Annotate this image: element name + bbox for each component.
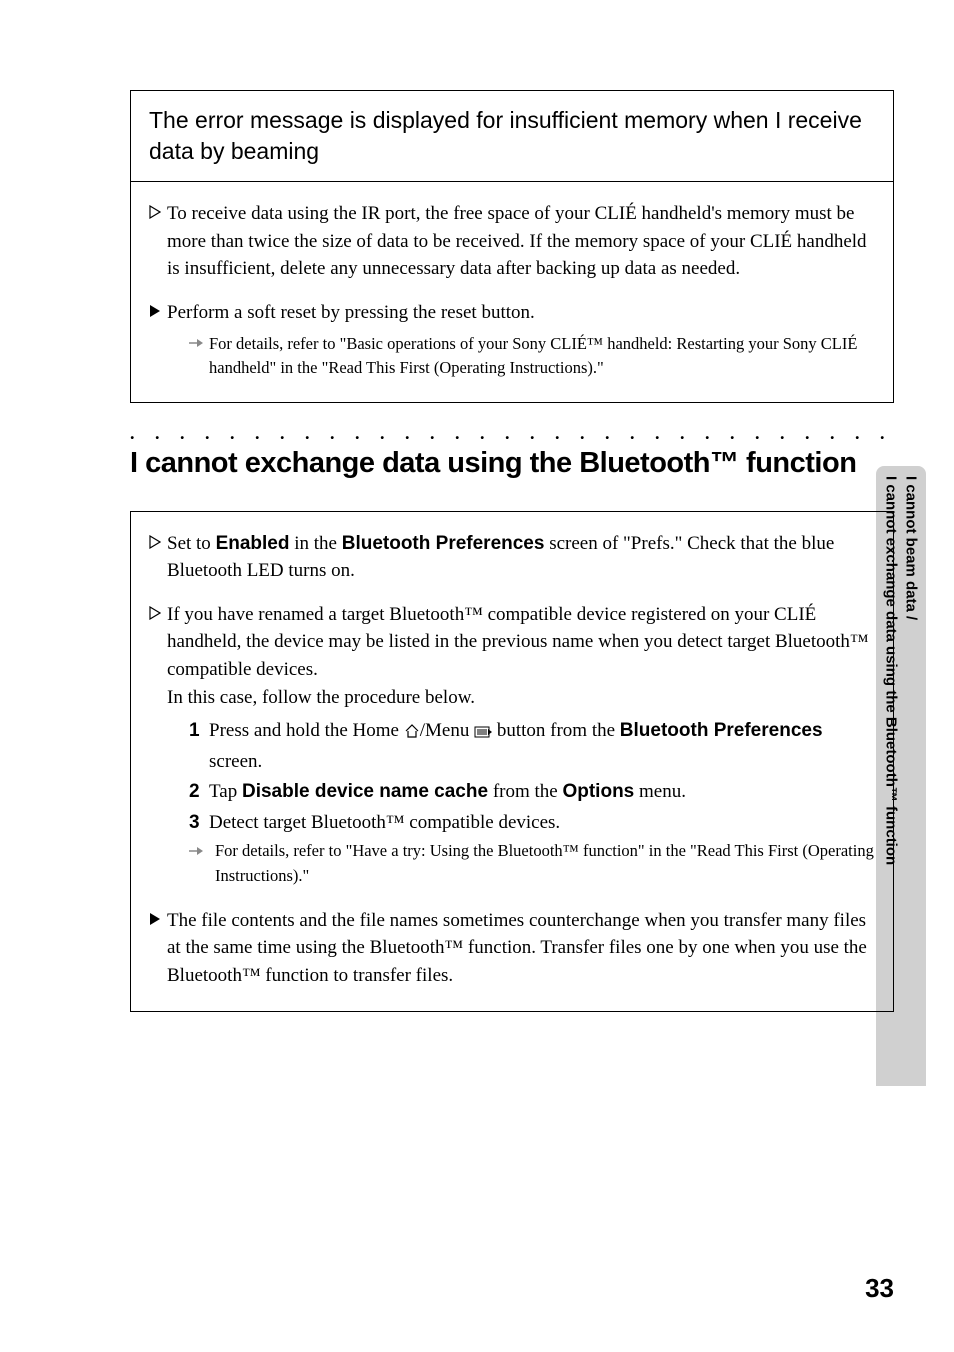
bullet-item: To receive data using the IR port, the f… [149,200,875,283]
arrow-icon [189,334,203,380]
box-insufficient-memory: The error message is displayed for insuf… [130,90,894,403]
bullet-item: The file contents and the file names som… [149,907,875,990]
triangle-solid-icon [149,910,161,990]
t: button from the [492,720,620,741]
t-bold: Options [562,781,634,802]
t: Press and hold the Home [209,720,404,741]
home-icon [404,719,420,748]
sub-reference: For details, refer to "Basic operations … [189,332,875,380]
t-bold: Bluetooth Preferences [620,720,823,741]
box-body: To receive data using the IR port, the f… [131,182,893,402]
bullet-text: Perform a soft reset by pressing the res… [167,299,875,380]
t: menu. [634,781,686,802]
t-bold: Disable device name cache [242,781,488,802]
step-text: Detect target Bluetooth™ compatible devi… [209,809,875,838]
bullet-item: If you have renamed a target Bluetooth™ … [149,601,875,891]
bullet-text: Set to Enabled in the Bluetooth Preferen… [167,530,875,585]
step-2: 2 Tap Disable device name cache from the… [189,778,875,807]
arrow-icon [189,841,209,889]
menu-icon [474,719,492,748]
sub-reference-text: For details, refer to "Basic operations … [209,332,875,380]
bullet-followup-text: In this case, follow the procedure below… [167,687,475,708]
step-reference: For details, refer to "Have a try: Using… [189,839,875,889]
box-bluetooth: Set to Enabled in the Bluetooth Preferen… [130,511,894,1012]
t-bold: Enabled [216,533,290,554]
triangle-outline-icon [149,533,161,585]
t: screen. [209,751,262,772]
bullet-text: To receive data using the IR port, the f… [167,200,875,283]
step-number: 1 [189,717,209,776]
step-number: 2 [189,778,209,807]
box-body: Set to Enabled in the Bluetooth Preferen… [131,512,893,1011]
triangle-outline-icon [149,203,161,283]
t: in the [289,533,341,554]
t-bold: Bluetooth Preferences [342,533,545,554]
section-title: I cannot exchange data using the Bluetoo… [130,445,894,483]
bullet-text: If you have renamed a target Bluetooth™ … [167,601,875,891]
step-3: 3 Detect target Bluetooth™ compatible de… [189,809,875,838]
bullet-text: The file contents and the file names som… [167,907,875,990]
bullet-main-text: Perform a soft reset by pressing the res… [167,302,535,323]
step-text: Tap Disable device name cache from the O… [209,778,875,807]
step-text: Press and hold the Home /Menu button fro… [209,717,875,776]
page-content: The error message is displayed for insuf… [0,0,954,1352]
dotted-separator: . . . . . . . . . . . . . . . . . . . . … [130,423,894,443]
bullet-item: Perform a soft reset by pressing the res… [149,299,875,380]
bullet-item: Set to Enabled in the Bluetooth Preferen… [149,530,875,585]
t: /Menu [420,720,474,741]
t: Set to [167,533,216,554]
triangle-outline-icon [149,604,161,891]
bullet-main-text: If you have renamed a target Bluetooth™ … [167,604,869,680]
t: Tap [209,781,242,802]
page-number: 33 [865,1273,894,1304]
t: from the [488,781,562,802]
step-reference-text: For details, refer to "Have a try: Using… [215,839,875,889]
steps-list: 1 Press and hold the Home /Menu button f… [189,717,875,889]
step-1: 1 Press and hold the Home /Menu button f… [189,717,875,776]
box-heading: The error message is displayed for insuf… [131,91,893,182]
step-number: 3 [189,809,209,838]
triangle-solid-icon [149,302,161,380]
